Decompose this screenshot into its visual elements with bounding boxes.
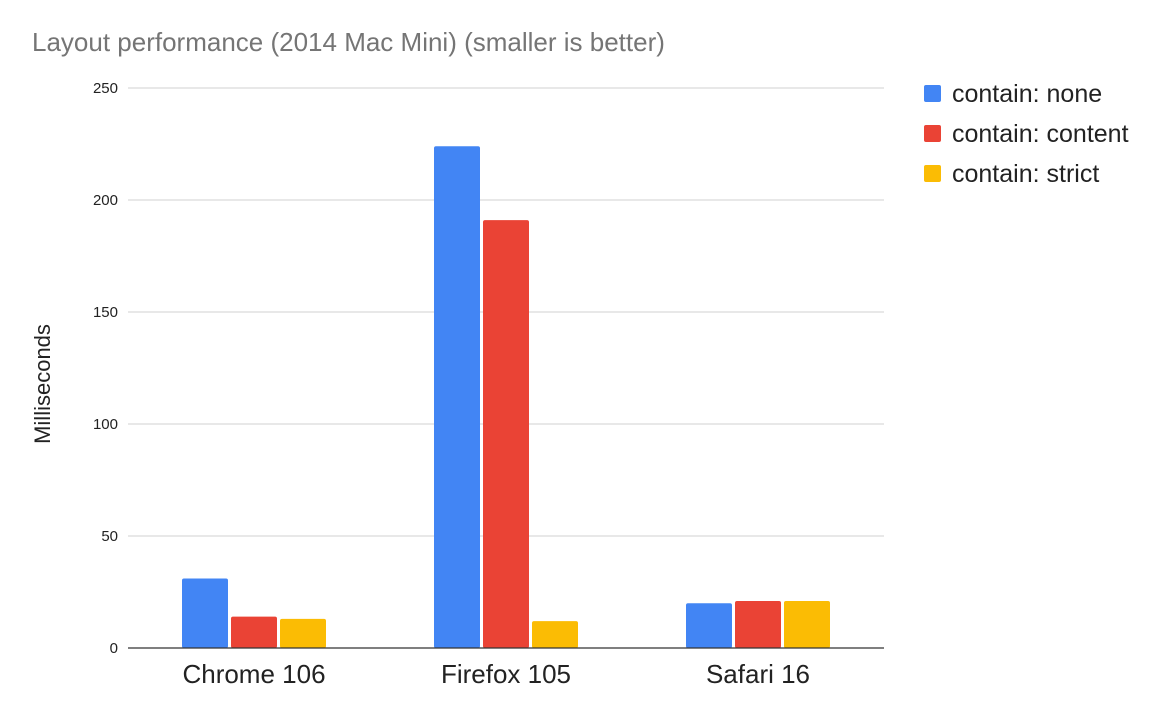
- y-tick-label: 50: [101, 528, 118, 545]
- legend: contain: none contain: content contain: st…: [924, 80, 1129, 188]
- y-tick-label: 200: [93, 192, 118, 209]
- chart-title: Layout performance (2014 Mac Mini) (smal…: [32, 27, 665, 57]
- legend-item: contain: content: [924, 120, 1129, 148]
- legend-swatch: [924, 85, 941, 102]
- x-tick-label: Firefox 105: [441, 659, 571, 689]
- x-axis-ticks: Chrome 106 Firefox 105 Safari 16: [182, 659, 810, 689]
- bar-contain-strict-safari-16: [784, 600, 830, 648]
- legend-item: contain: none: [924, 80, 1102, 108]
- bars: [182, 146, 830, 649]
- y-axis-label: Milliseconds: [30, 324, 55, 444]
- legend-label: contain: none: [952, 80, 1102, 108]
- bar-contain-none-firefox-105: [434, 146, 480, 649]
- legend-swatch: [924, 165, 941, 182]
- x-tick-label: Chrome 106: [182, 659, 325, 689]
- x-tick-label: Safari 16: [706, 659, 810, 689]
- bar-contain-none-chrome-106: [182, 578, 228, 648]
- bar-contain-content-firefox-105: [483, 220, 529, 648]
- bar-contain-none-safari-16: [686, 603, 732, 648]
- bar-contain-strict-chrome-106: [280, 618, 326, 648]
- legend-item: contain: strict: [924, 160, 1099, 188]
- y-tick-label: 100: [93, 416, 118, 433]
- legend-label: contain: strict: [952, 160, 1099, 188]
- y-tick-label: 0: [110, 640, 118, 657]
- legend-swatch: [924, 125, 941, 142]
- bar-contain-content-chrome-106: [231, 616, 277, 648]
- y-tick-label: 250: [93, 80, 118, 97]
- y-axis-ticks: 0 50 100 150 200 250: [93, 80, 118, 657]
- bar-contain-content-safari-16: [735, 600, 781, 648]
- bar-contain-strict-firefox-105: [532, 621, 578, 648]
- legend-label: contain: content: [952, 120, 1129, 148]
- y-tick-label: 150: [93, 304, 118, 321]
